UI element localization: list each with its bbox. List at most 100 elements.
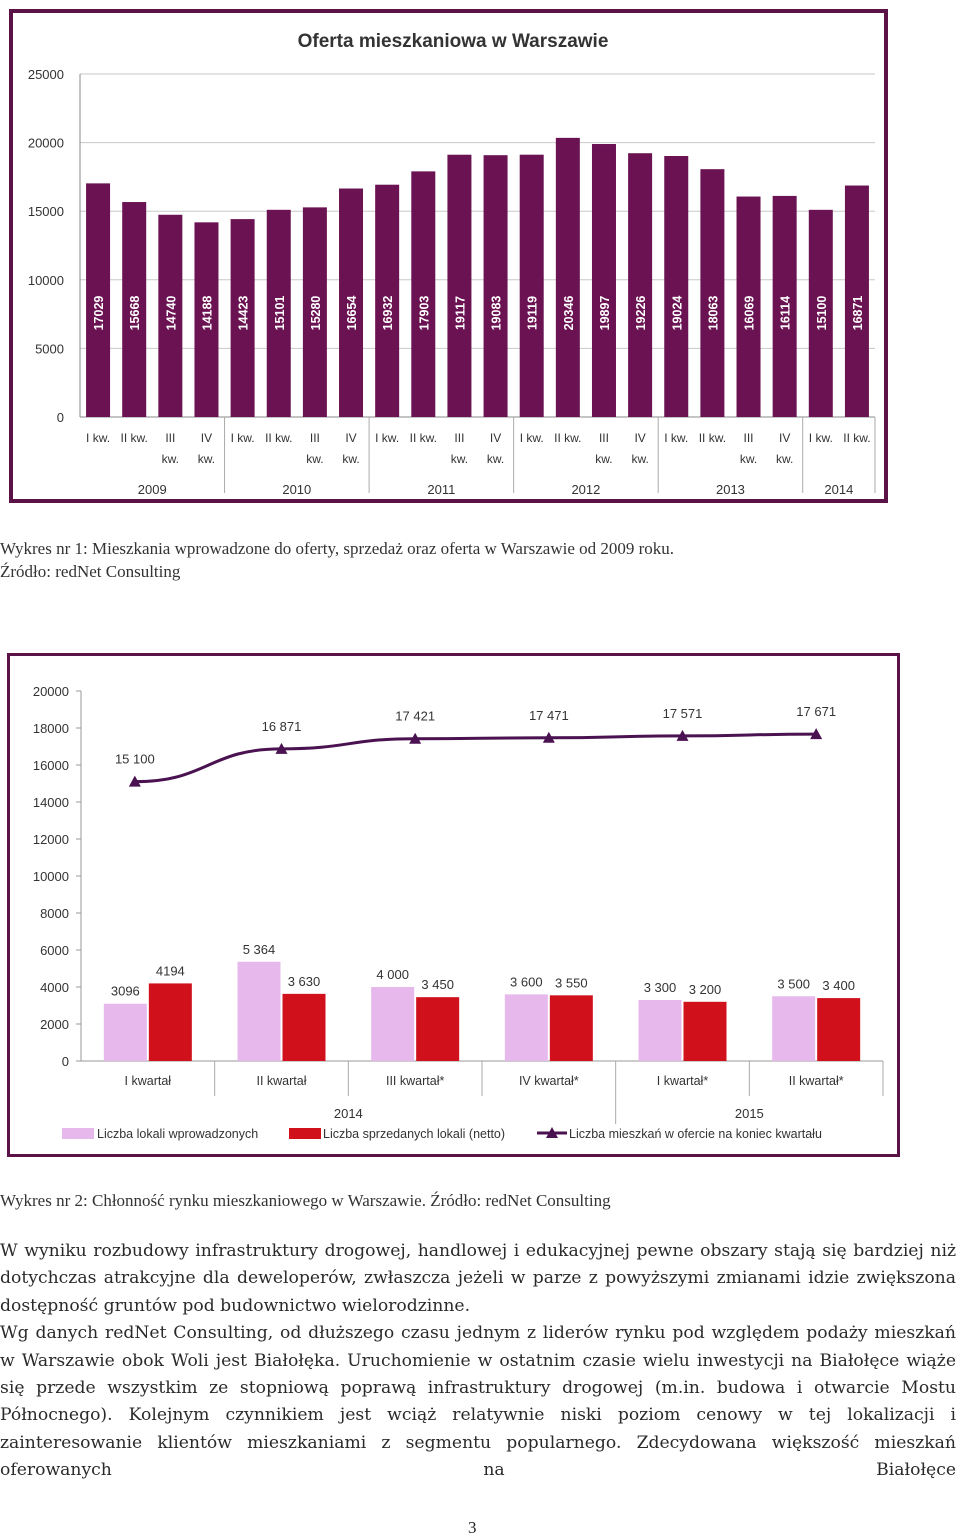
chart1-quarter-label: IV — [490, 431, 501, 445]
chart1-bar — [411, 171, 436, 417]
chart1-bar-label: 19024 — [670, 296, 684, 331]
chart1-bar-label: 19083 — [490, 296, 504, 331]
chart2-data-label: 3096 — [111, 984, 140, 999]
chart1-quarter-label: kw. — [487, 452, 504, 466]
chart2-legend-swatch-sold — [289, 1128, 321, 1139]
chart2-data-label: 3 450 — [421, 977, 454, 992]
chart1-bar-label: 17029 — [92, 296, 106, 331]
chart1-quarter-label: I kw. — [86, 431, 110, 445]
chart1-bar-label: 14740 — [164, 296, 178, 331]
chart1-bar-label: 15101 — [273, 296, 287, 331]
chart1-quarter-label: II kw. — [265, 431, 292, 445]
chart1-caption-line2: Źródło: redNet Consulting — [0, 562, 181, 581]
chart2-data-label: 4 000 — [376, 967, 409, 982]
chart1-title: Oferta mieszkaniowa w Warszawie — [298, 31, 609, 52]
chart1-bar-label: 16114 — [779, 296, 793, 330]
chart2-category-label: II kwartał — [256, 1074, 306, 1088]
chart1-bar-label: 16871 — [851, 296, 865, 331]
chart2-line-label: 17 671 — [796, 704, 836, 719]
chart1-quarter-label: IV — [634, 431, 645, 445]
chart2-ytick-label: 20000 — [33, 684, 69, 699]
chart1-year-label: 2013 — [716, 482, 745, 497]
chart1-quarter-label: III — [310, 431, 320, 445]
chart2-bar-introduced — [504, 994, 548, 1061]
chart1-quarter-label: II kw. — [121, 431, 148, 445]
chart2-data-label: 3 550 — [555, 975, 588, 990]
chart2-legend-marker — [546, 1127, 558, 1138]
chart1-bar — [339, 188, 364, 417]
chart2-bar-sold — [817, 998, 861, 1061]
chart1-bar-label: 19117 — [453, 296, 467, 330]
chart1-svg: Oferta mieszkaniowa w Warszawie 0 5000 1000… — [28, 31, 876, 497]
chart1-bar-label: 17903 — [417, 296, 431, 331]
chart1-year-label: 2011 — [427, 482, 455, 497]
chart1-bar-label: 15280 — [309, 296, 323, 331]
chart2-ytick-label: 14000 — [33, 795, 69, 810]
chart2-line-label: 17 421 — [395, 709, 435, 724]
chart1-year-label: 2009 — [138, 482, 167, 497]
chart1-quarter-label: I kw. — [809, 431, 833, 445]
chart2-line-marker — [810, 728, 823, 740]
chart1-year-label: 2014 — [824, 482, 853, 497]
chart2-line-label: 16 871 — [262, 719, 302, 734]
chart1-bar-label: 15100 — [815, 296, 829, 331]
chart2-caption: Wykres nr 2: Chłonność rynku mieszkaniow… — [0, 1191, 611, 1210]
chart1-bar-label: 18063 — [706, 296, 720, 331]
chart1-quarter-label: III — [165, 431, 175, 445]
chart1-quarter-label: I kw. — [664, 431, 688, 445]
chart2-bar-introduced — [638, 999, 682, 1061]
chart1-ytick-label: 0 — [57, 410, 64, 425]
chart1-quarter-label: II kw. — [699, 431, 726, 445]
chart2-data-label: 3 400 — [822, 978, 855, 993]
chart2-bar-sold — [683, 1001, 727, 1061]
chart1-quarter-label: IV — [779, 431, 790, 445]
chart2-bar-introduced — [237, 961, 281, 1061]
chart1-quarter-label: IV — [345, 431, 356, 445]
chart2-year-label: 2015 — [735, 1106, 764, 1121]
chart2-data-label: 3 200 — [689, 982, 722, 997]
page-number: 3 — [468, 1518, 477, 1537]
chart2-bar-sold — [148, 983, 192, 1061]
chart2-bar-introduced — [103, 1003, 147, 1061]
chart2-ytick-label: 0 — [62, 1054, 69, 1069]
chart1-ytick-label: 10000 — [28, 273, 64, 288]
chart1-bar-label: 19226 — [634, 296, 648, 331]
chart2-data-label: 3 600 — [510, 974, 543, 989]
chart1-bar — [555, 137, 580, 417]
chart2-svg: 0 2000 4000 6000 8000 10000 12000 14000 16000 180… — [33, 684, 884, 1141]
chart2-ytick-label: 4000 — [40, 980, 69, 995]
chart1-year-label: 2012 — [571, 482, 600, 497]
chart2-bar-sold — [282, 993, 326, 1061]
chart2-year-label: 2014 — [334, 1106, 363, 1121]
chart1-quarter-label: I kw. — [375, 431, 399, 445]
chart2-bar-introduced — [772, 996, 816, 1061]
chart1-bar — [628, 153, 653, 417]
chart1-quarter-label: kw. — [306, 452, 323, 466]
chart2-line-label: 17 471 — [529, 708, 569, 723]
chart1-bar — [736, 196, 761, 417]
chart1-quarter-label: IV — [201, 431, 212, 445]
chart2-bar-sold — [416, 997, 460, 1061]
body-text: W wyniku rozbudowy infrastruktury drogow… — [0, 1238, 956, 1485]
chart2-legend-swatch-introduced — [62, 1128, 94, 1139]
chart2-line-offer — [134, 732, 817, 784]
chart1-quarter-label: III — [599, 431, 609, 445]
chart1-bar — [844, 185, 869, 417]
chart2-frame: 0 2000 4000 6000 8000 10000 12000 14000 16000 180… — [7, 653, 900, 1157]
chart2-line-marker — [542, 731, 555, 743]
chart2-ytick-label: 6000 — [40, 943, 69, 958]
chart1-ytick-label: 15000 — [28, 204, 64, 219]
chart1-bar — [808, 209, 833, 417]
chart1-bar-label: 19119 — [526, 296, 540, 330]
chart1-caption-line1: Wykres nr 1: Mieszkania wprowadzone do o… — [0, 539, 675, 558]
chart1-quarter-label: kw. — [631, 452, 648, 466]
chart1-bar — [122, 202, 147, 417]
chart2-category-label: II kwartał* — [789, 1074, 844, 1088]
chart2-bar-introduced — [371, 987, 415, 1061]
chart1-quarter-label: I kw. — [520, 431, 544, 445]
chart1-bar — [447, 154, 472, 417]
chart1-quarter-label: kw. — [451, 452, 468, 466]
chart2-data-label: 3 500 — [777, 976, 810, 991]
chart1-quarter-label: kw. — [162, 452, 179, 466]
chart2-category-label: I kwartał* — [657, 1074, 709, 1088]
